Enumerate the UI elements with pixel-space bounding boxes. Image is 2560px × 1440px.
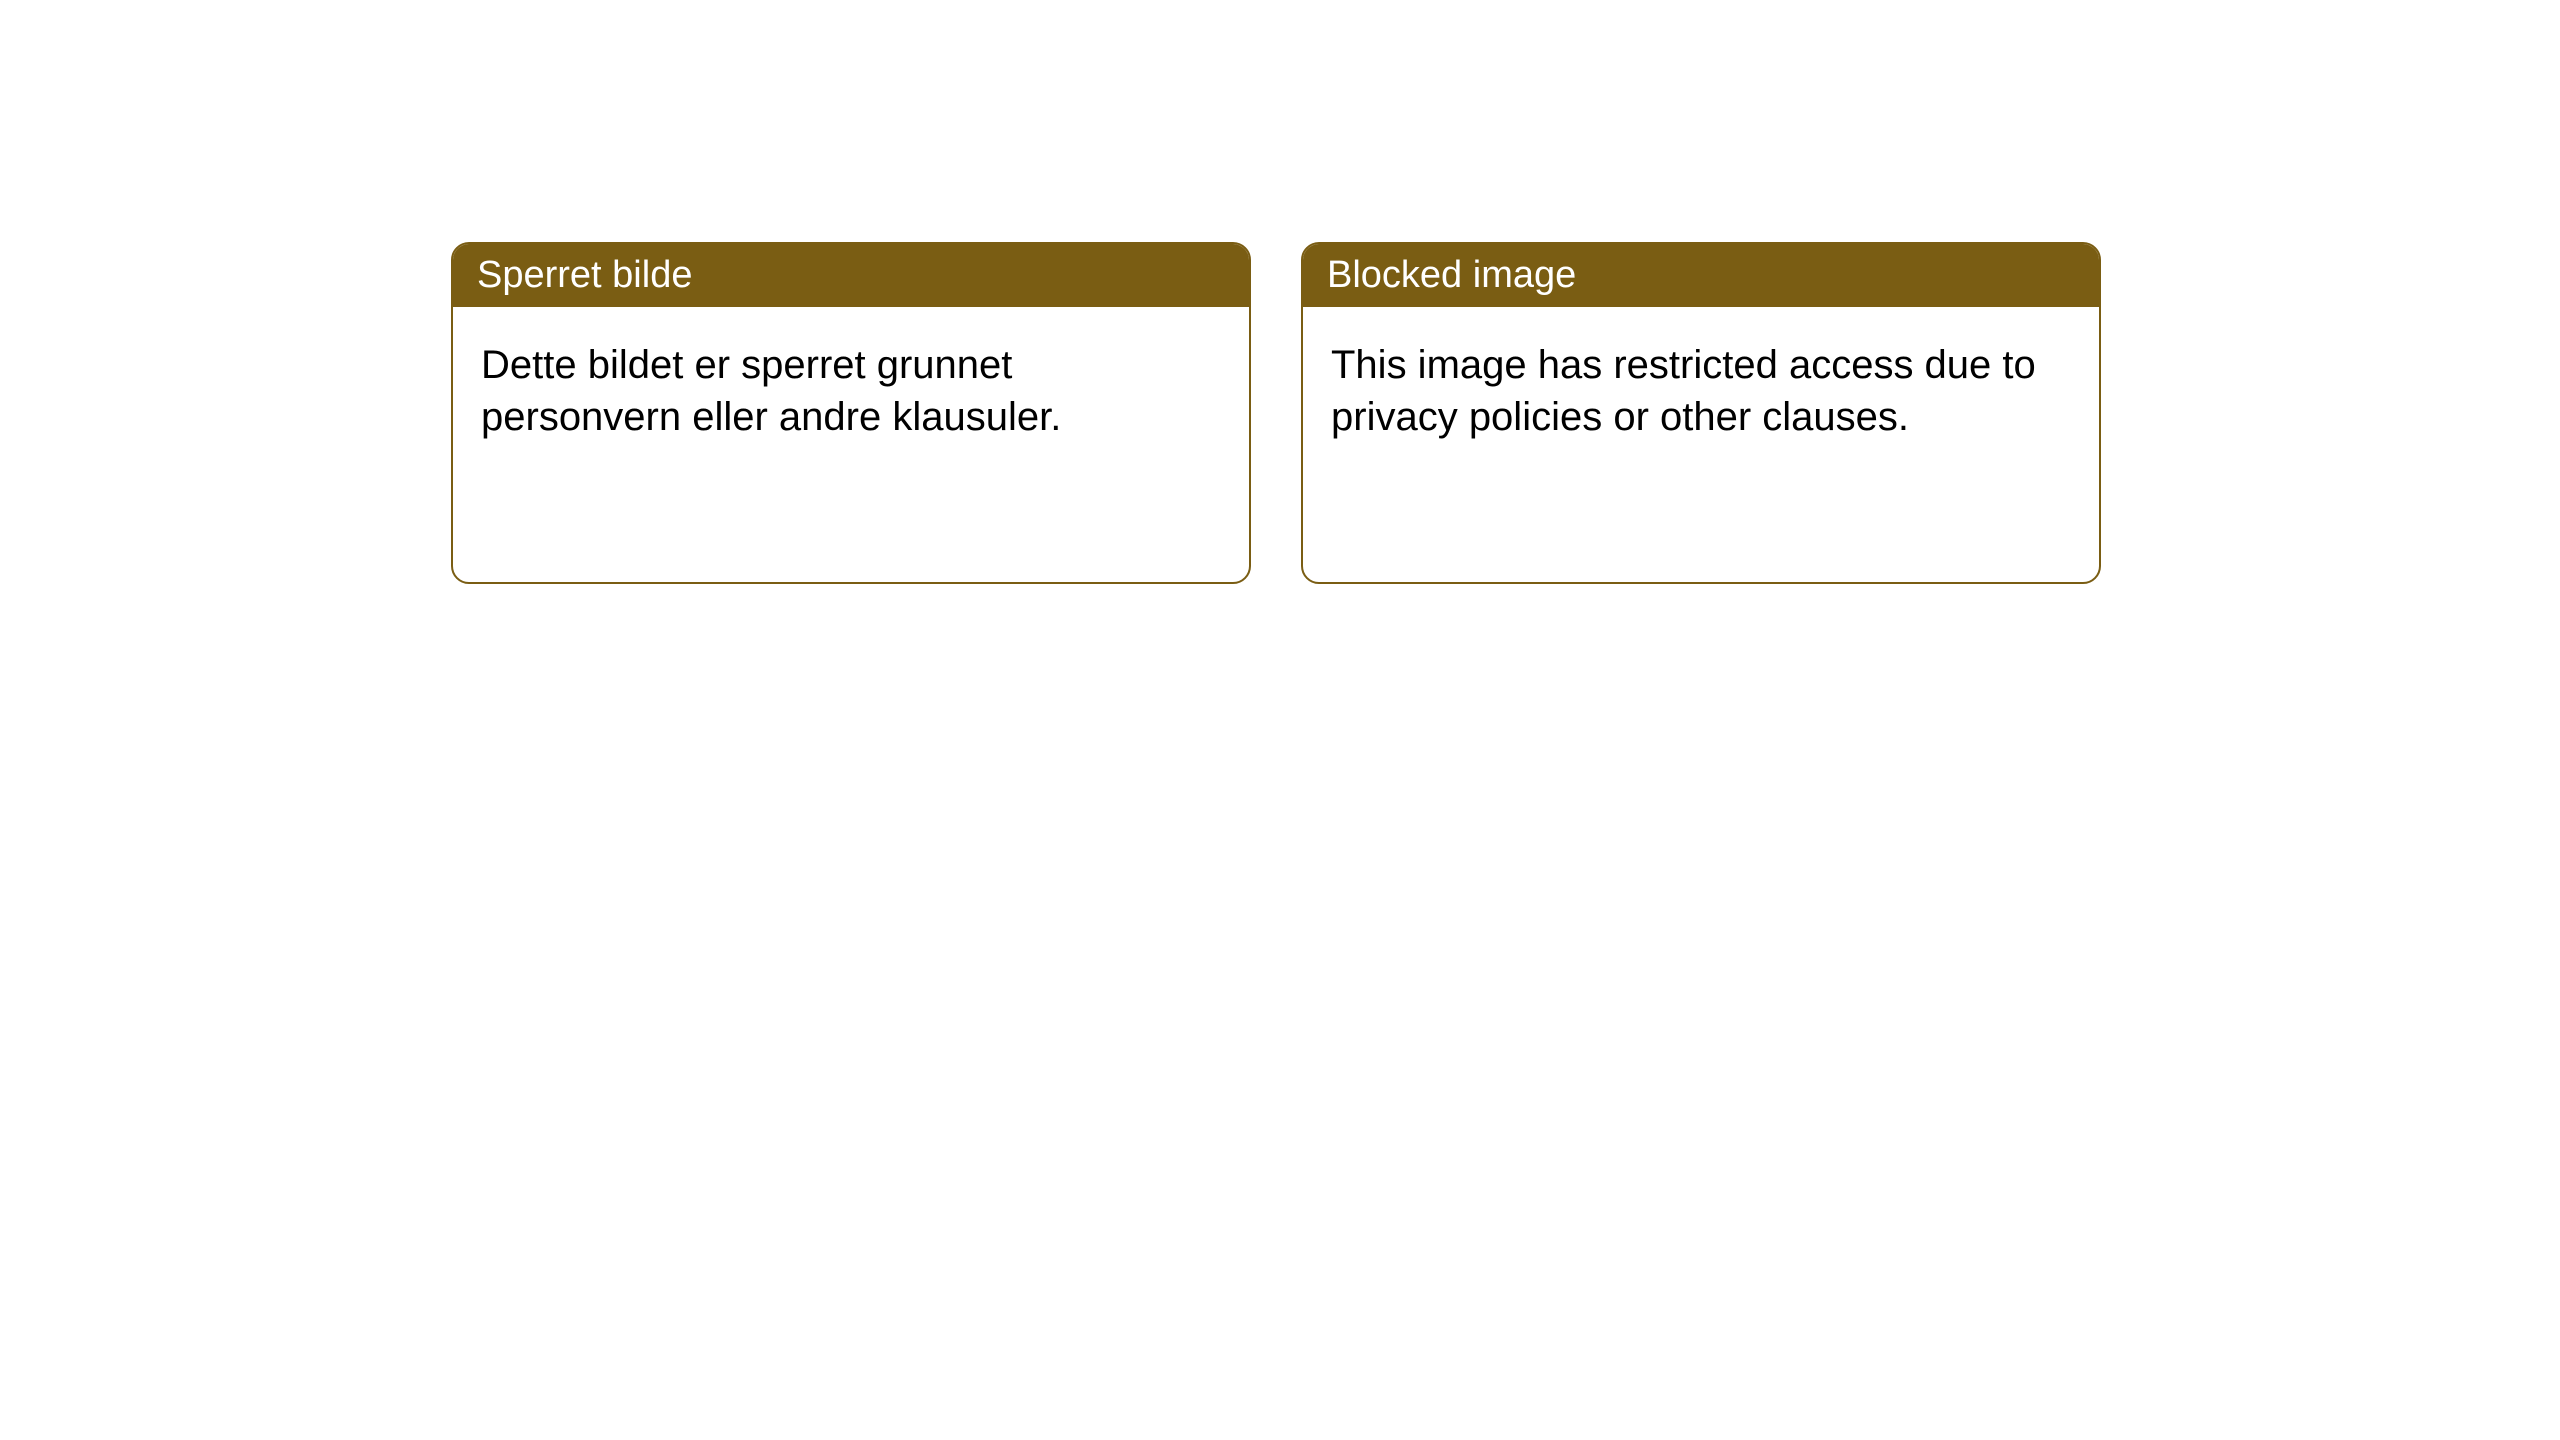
card-message-no: Dette bildet er sperret grunnet personve… bbox=[453, 307, 1249, 582]
card-title-en: Blocked image bbox=[1303, 244, 2099, 307]
blocked-image-card-no: Sperret bilde Dette bildet er sperret gr… bbox=[451, 242, 1251, 584]
notice-container: Sperret bilde Dette bildet er sperret gr… bbox=[0, 0, 2560, 584]
card-title-no: Sperret bilde bbox=[453, 244, 1249, 307]
card-message-en: This image has restricted access due to … bbox=[1303, 307, 2099, 582]
blocked-image-card-en: Blocked image This image has restricted … bbox=[1301, 242, 2101, 584]
